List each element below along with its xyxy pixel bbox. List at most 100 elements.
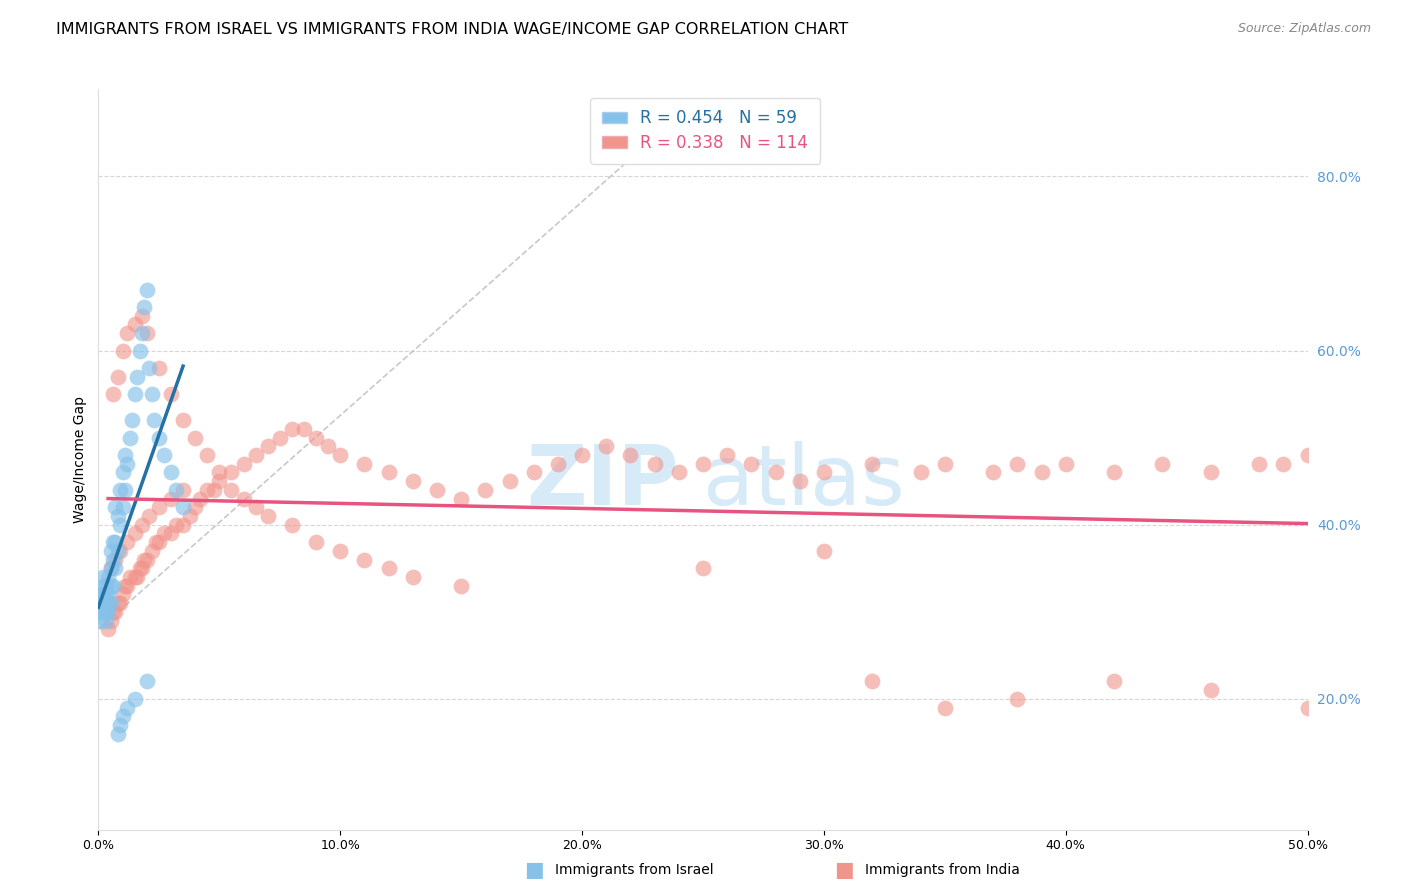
Point xyxy=(101,605,124,619)
Point xyxy=(108,596,131,610)
Point xyxy=(245,448,267,462)
Point xyxy=(195,448,218,462)
Point xyxy=(117,700,139,714)
Point xyxy=(145,535,167,549)
Point xyxy=(107,596,129,610)
Point xyxy=(160,526,183,541)
Point xyxy=(765,466,787,480)
Text: Immigrants from India: Immigrants from India xyxy=(865,863,1019,877)
Point xyxy=(1199,683,1222,698)
Point xyxy=(740,457,762,471)
Point xyxy=(127,369,149,384)
Point xyxy=(813,466,835,480)
Point xyxy=(101,552,124,566)
Point xyxy=(124,387,146,401)
Point xyxy=(94,605,117,619)
Point xyxy=(165,517,187,532)
Point xyxy=(148,535,170,549)
Point xyxy=(104,561,127,575)
Point xyxy=(179,508,201,523)
Point xyxy=(124,318,146,332)
Point xyxy=(138,360,160,375)
Point xyxy=(184,431,207,445)
Point xyxy=(104,605,127,619)
Text: IMMIGRANTS FROM ISRAEL VS IMMIGRANTS FROM INDIA WAGE/INCOME GAP CORRELATION CHAR: IMMIGRANTS FROM ISRAEL VS IMMIGRANTS FRO… xyxy=(56,22,848,37)
Point xyxy=(221,483,243,497)
Point xyxy=(860,457,883,471)
Point xyxy=(134,300,156,314)
Point xyxy=(118,431,141,445)
Point xyxy=(1152,457,1174,471)
Point xyxy=(94,614,117,628)
Point xyxy=(138,508,160,523)
Point xyxy=(1296,700,1319,714)
Point xyxy=(353,552,375,566)
Point xyxy=(208,474,231,488)
Legend: R = 0.454   N = 59, R = 0.338   N = 114: R = 0.454 N = 59, R = 0.338 N = 114 xyxy=(591,97,820,163)
Text: ■: ■ xyxy=(834,860,853,880)
Point xyxy=(141,544,163,558)
Text: atlas: atlas xyxy=(703,441,904,522)
Point xyxy=(135,283,157,297)
Point xyxy=(97,605,120,619)
Point xyxy=(305,431,328,445)
Point xyxy=(692,561,714,575)
Point xyxy=(152,526,174,541)
Point xyxy=(644,457,666,471)
Point xyxy=(108,718,131,732)
Point xyxy=(245,500,267,515)
Point xyxy=(595,439,617,453)
Point xyxy=(1272,457,1295,471)
Point xyxy=(124,526,146,541)
Point xyxy=(128,343,150,358)
Point xyxy=(91,605,114,619)
Point xyxy=(152,448,174,462)
Point xyxy=(94,596,117,610)
Point xyxy=(100,561,122,575)
Point xyxy=(1007,457,1029,471)
Point xyxy=(316,439,339,453)
Point xyxy=(128,561,150,575)
Point xyxy=(1054,457,1077,471)
Point xyxy=(1102,466,1125,480)
Point xyxy=(91,570,114,584)
Point xyxy=(305,535,328,549)
Point xyxy=(107,369,129,384)
Point xyxy=(256,508,278,523)
Point xyxy=(117,457,139,471)
Point xyxy=(353,457,375,471)
Point xyxy=(450,491,472,506)
Point xyxy=(910,466,932,480)
Text: Immigrants from Israel: Immigrants from Israel xyxy=(555,863,714,877)
Point xyxy=(141,387,163,401)
Point xyxy=(90,587,112,601)
Point xyxy=(498,474,520,488)
Point xyxy=(118,570,141,584)
Point xyxy=(692,457,714,471)
Point xyxy=(1199,466,1222,480)
Point xyxy=(172,413,194,427)
Point xyxy=(90,605,112,619)
Point xyxy=(108,517,131,532)
Point xyxy=(117,579,139,593)
Point xyxy=(100,579,122,593)
Point xyxy=(100,544,122,558)
Point xyxy=(789,474,811,488)
Point xyxy=(91,596,114,610)
Point xyxy=(97,587,120,601)
Point xyxy=(716,448,738,462)
Point xyxy=(124,692,146,706)
Point xyxy=(571,448,593,462)
Text: Source: ZipAtlas.com: Source: ZipAtlas.com xyxy=(1237,22,1371,36)
Point xyxy=(108,483,131,497)
Point xyxy=(100,596,122,610)
Point xyxy=(108,544,131,558)
Point xyxy=(104,500,127,515)
Point xyxy=(131,561,153,575)
Point xyxy=(91,587,114,601)
Point xyxy=(402,570,425,584)
Point xyxy=(172,517,194,532)
Point xyxy=(232,491,254,506)
Point xyxy=(474,483,496,497)
Point xyxy=(148,500,170,515)
